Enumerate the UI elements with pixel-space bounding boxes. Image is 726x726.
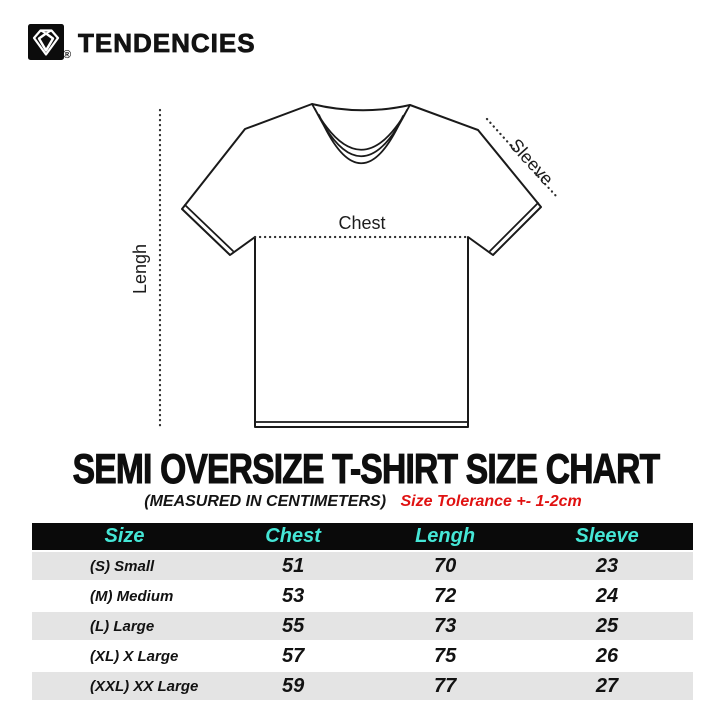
collar-outer-line	[311, 103, 411, 151]
left-cuff-line	[184, 204, 234, 252]
size-cell: (M) Medium	[32, 582, 218, 610]
table-row-medium: (M) Medium 53 72 24	[32, 582, 693, 610]
sleeve-cell: 25	[521, 610, 693, 642]
size-table: Size Chest Lengh Sleeve (S) Small 51 70 …	[32, 523, 693, 702]
lengh-cell: 75	[369, 642, 522, 670]
length-label: Lengh	[130, 244, 150, 294]
chest-cell: 55	[217, 610, 370, 642]
lengh-cell: 72	[369, 582, 522, 610]
tshirt-outline	[181, 103, 542, 428]
size-tolerance-note: Size Tolerance +- 1-2cm	[400, 493, 582, 510]
sleeve-cell: 26	[521, 642, 693, 670]
lengh-cell: 70	[369, 550, 522, 582]
tshirt-measurement-diagram: Lengh Chest Sleeve	[130, 103, 559, 429]
registered-trademark: ®	[63, 49, 72, 61]
size-cell: (XL) X Large	[32, 642, 218, 670]
col-header-chest: Chest	[217, 523, 370, 550]
subtitle: (MEASURED IN CENTIMETERS) Size Tolerance…	[0, 493, 726, 511]
lengh-cell: 77	[369, 670, 522, 702]
table-row-small: (S) Small 51 70 23	[32, 550, 693, 582]
collar-inner-line	[318, 114, 404, 164]
table-row-xxlarge: (XXL) XX Large 59 77 27	[32, 670, 693, 702]
lengh-cell: 73	[369, 610, 522, 642]
sleeve-cell: 23	[521, 550, 693, 582]
table-header-row: Size Chest Lengh Sleeve	[32, 523, 693, 550]
table-row-xlarge: (XL) X Large 57 75 26	[32, 642, 693, 670]
chest-cell: 53	[217, 582, 370, 610]
right-cuff-line	[489, 202, 539, 252]
brand-header: ® TENDENCIES	[28, 24, 348, 64]
chest-cell: 51	[217, 550, 370, 582]
size-cell: (L) Large	[32, 610, 218, 642]
size-cell: (S) Small	[32, 550, 218, 582]
sleeve-measure-line-lower	[533, 171, 559, 199]
chest-cell: 59	[217, 670, 370, 702]
sleeve-cell: 24	[521, 582, 693, 610]
table-row-large: (L) Large 55 73 25	[32, 610, 693, 642]
sleeve-measure-line-upper	[485, 117, 516, 151]
diamond-gem-icon	[28, 24, 64, 60]
chest-cell: 57	[217, 642, 370, 670]
col-header-sleeve: Sleeve	[521, 523, 693, 550]
col-header-lengh: Lengh	[369, 523, 522, 550]
chest-label: Chest	[338, 213, 385, 233]
col-header-size: Size	[32, 523, 218, 550]
measured-in-note: (MEASURED IN CENTIMETERS)	[144, 493, 387, 510]
size-cell: (XXL) XX Large	[32, 670, 218, 702]
brand-name: TENDENCIES	[78, 28, 256, 59]
page-title: SEMI OVERSIZE T-SHIRT SIZE CHART	[72, 445, 660, 492]
sleeve-cell: 27	[521, 670, 693, 702]
